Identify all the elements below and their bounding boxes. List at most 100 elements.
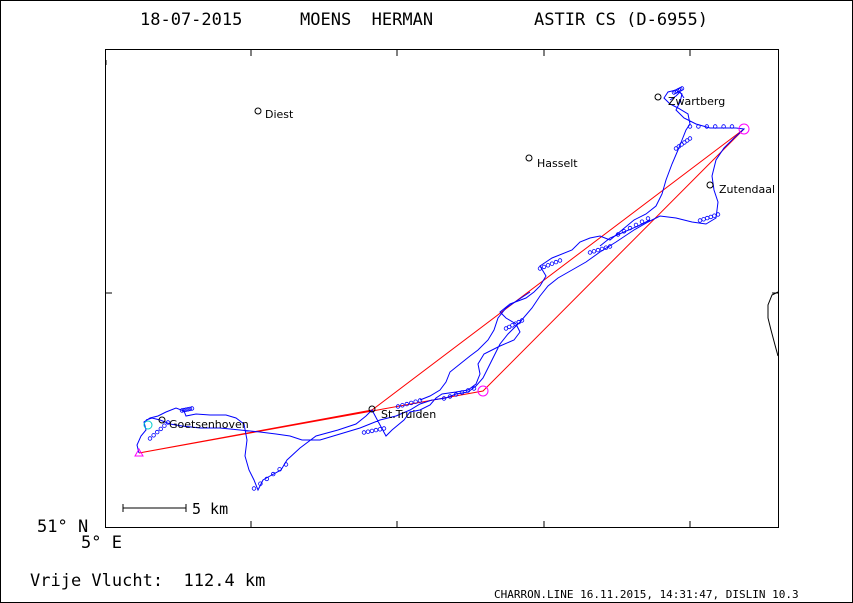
thermal-loop: [459, 390, 465, 395]
axis-ticks: [105, 50, 778, 528]
scale-label: 5 km: [192, 500, 228, 518]
task-lines: [138, 128, 745, 454]
scale-bar: [122, 504, 187, 512]
thermal-loop: [645, 216, 651, 221]
thermal-loop: [595, 247, 601, 253]
thermal-loop: [187, 406, 193, 412]
thermal-loops: [147, 86, 735, 491]
town-marker-st-truiden: [368, 405, 376, 413]
thermal-loop: [599, 246, 605, 252]
thermal-loop: [465, 388, 471, 393]
thermal-loop: [687, 124, 693, 129]
thermal-loop: [441, 396, 447, 401]
thermal-loop: [708, 214, 713, 220]
thermal-loop: [181, 407, 187, 413]
thermal-loop: [381, 426, 387, 431]
thermal-loop: [697, 218, 703, 223]
thermal-loop: [395, 404, 401, 409]
thermal-loop: [251, 486, 257, 491]
longitude-label: 5° E: [81, 533, 122, 553]
thermal-loop: [377, 427, 383, 432]
thermal-loop: [627, 225, 633, 231]
town-marker-zutendaal: [706, 181, 714, 189]
thermal-loop: [687, 136, 693, 141]
distance-summary: Vrije Vlucht: 112.4 km: [30, 571, 265, 591]
thermal-loop: [553, 259, 559, 265]
thermal-loop: [404, 401, 409, 407]
software-credit: CHARRON.LINE 16.11.2015, 14:31:47, DISLI…: [494, 588, 799, 601]
thermal-loop: [413, 399, 418, 404]
thermal-loop: [705, 215, 710, 221]
thermal-loop: [189, 406, 195, 411]
thermal-loop: [729, 124, 735, 129]
thermal-loop: [679, 86, 685, 91]
town-markers: [158, 93, 714, 424]
town-marker-zwartberg: [654, 93, 662, 101]
thermal-loop: [712, 213, 717, 218]
thermal-loop: [373, 427, 379, 433]
thermal-loop: [633, 222, 639, 228]
thermal-loop: [264, 476, 269, 482]
thermal-loop: [676, 144, 681, 149]
thermal-loop: [679, 142, 684, 147]
thermal-loop: [179, 408, 185, 413]
thermal-loop: [162, 423, 167, 428]
thermal-loop: [151, 433, 156, 438]
thermal-loop: [283, 462, 289, 467]
town-marker-goetsenhoven: [158, 416, 166, 424]
thermal-loop: [369, 428, 375, 434]
town-label-zutendaal: Zutendaal: [719, 183, 775, 196]
town-label-st-truiden: St.Truiden: [381, 408, 436, 421]
town-label-hasselt: Hasselt: [537, 157, 578, 170]
border-line: [767, 291, 779, 357]
start-cylinder: [143, 420, 153, 430]
thermal-loop: [682, 140, 687, 145]
thermal-loop: [545, 263, 551, 268]
thermal-loop: [258, 481, 263, 486]
thermal-loop: [365, 429, 371, 434]
glider-type: ASTIR CS (D-6955): [534, 10, 708, 30]
thermal-loop: [453, 392, 459, 397]
thermal-loop: [673, 146, 679, 151]
thermal-loop: [701, 217, 706, 222]
thermal-loop: [277, 467, 282, 472]
flight-date: 18-07-2015: [140, 10, 242, 30]
map-frame: [105, 49, 779, 528]
thermal-loop: [185, 407, 191, 412]
start-triangle: [134, 447, 144, 457]
thermal-loop: [715, 212, 721, 217]
turnpoint-1: [738, 123, 750, 135]
thermal-loop: [591, 249, 597, 254]
latitude-label: 51° N: [37, 517, 88, 537]
thermal-loop: [447, 394, 453, 399]
thermal-loop: [541, 264, 547, 270]
town-label-zwartberg: Zwartberg: [668, 95, 725, 108]
thermal-loop: [549, 261, 555, 266]
thermal-loop: [417, 398, 423, 403]
thermal-loop: [158, 426, 163, 432]
thermal-loop: [147, 436, 153, 441]
thermal-loop: [607, 244, 613, 249]
town-marker-diest: [254, 107, 262, 115]
thermal-loop: [271, 471, 276, 477]
thermal-loop: [537, 266, 543, 271]
thermal-loop: [519, 318, 525, 323]
thermal-loop: [704, 124, 709, 129]
thermal-loop: [696, 124, 701, 129]
thermal-loop: [685, 138, 690, 143]
town-marker-hasselt: [525, 154, 533, 162]
thermal-loop: [400, 403, 405, 408]
thermal-loop: [557, 258, 563, 263]
thermal-loop: [603, 245, 609, 250]
thermal-loop: [621, 229, 627, 234]
thermal-loop: [361, 430, 367, 435]
thermal-loop: [471, 386, 477, 391]
town-label-diest: Diest: [265, 108, 294, 121]
thermal-loop: [721, 124, 726, 129]
thermal-loop: [154, 429, 160, 435]
thermal-loop: [409, 400, 414, 406]
turnpoints: [134, 123, 750, 457]
town-label-goetsenhoven: Goetsenhoven: [169, 418, 249, 431]
